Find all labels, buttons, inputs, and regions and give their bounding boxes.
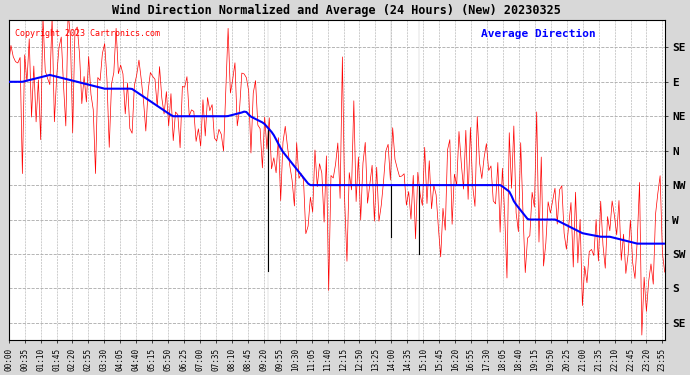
Text: Average Direction: Average Direction (481, 29, 595, 39)
Title: Wind Direction Normalized and Average (24 Hours) (New) 20230325: Wind Direction Normalized and Average (2… (112, 4, 561, 17)
Text: Copyright 2023 Cartronics.com: Copyright 2023 Cartronics.com (15, 29, 160, 38)
